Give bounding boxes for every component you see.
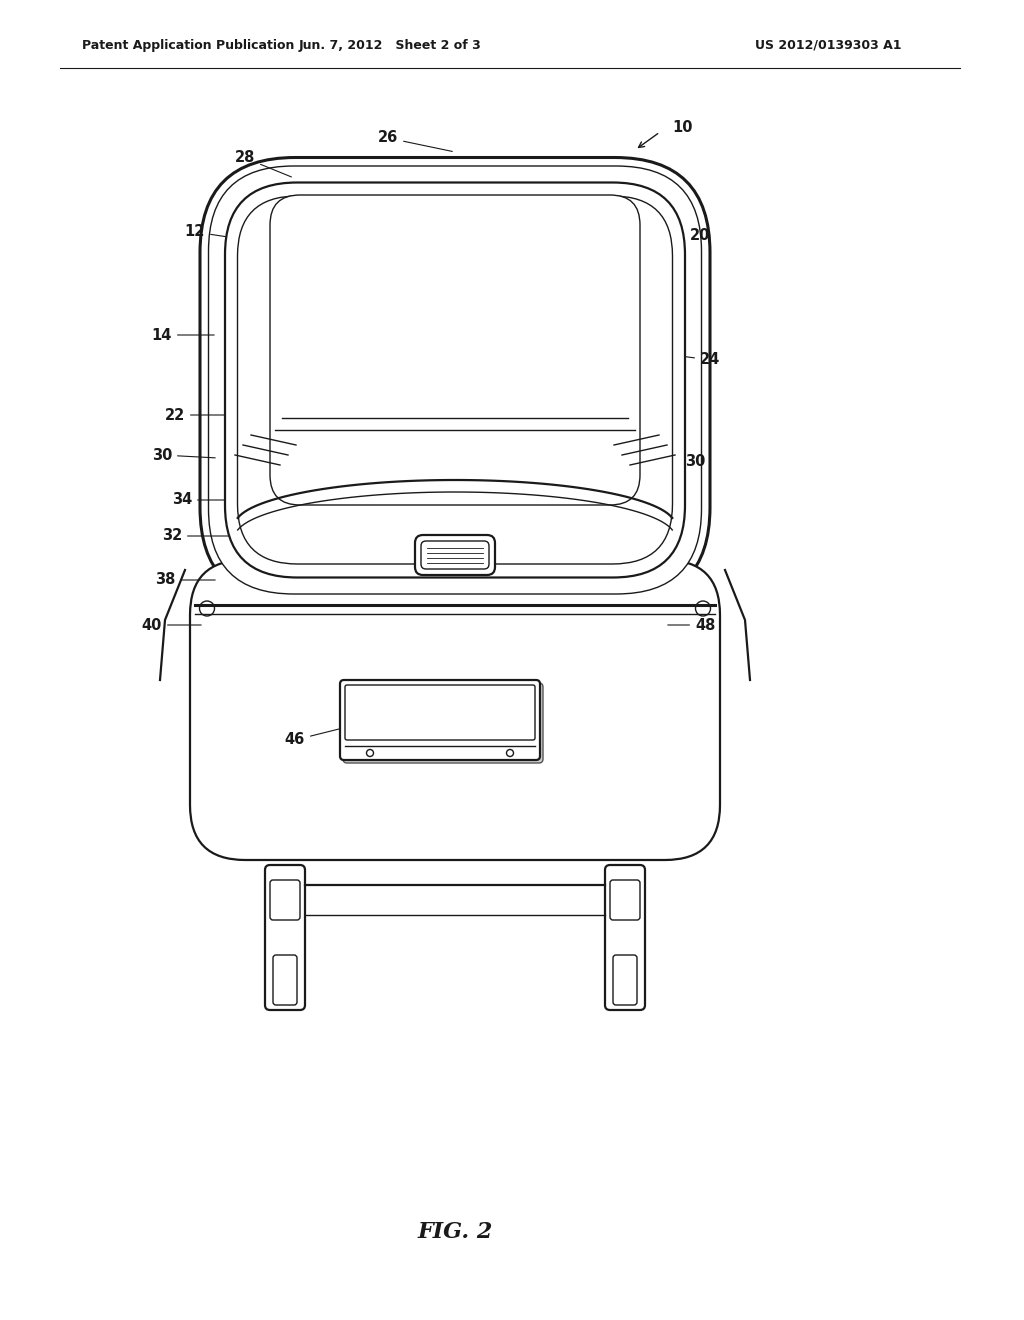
Text: 20: 20 [657,227,711,244]
FancyBboxPatch shape [605,865,645,1010]
FancyBboxPatch shape [190,560,720,861]
Text: 24: 24 [676,352,720,367]
Text: 14: 14 [152,327,214,342]
FancyBboxPatch shape [340,680,540,760]
FancyBboxPatch shape [415,535,495,576]
FancyBboxPatch shape [209,166,701,594]
Text: 22: 22 [165,408,232,422]
Text: US 2012/0139303 A1: US 2012/0139303 A1 [755,38,901,51]
Text: 46: 46 [285,726,352,747]
Text: 30: 30 [648,454,706,470]
FancyBboxPatch shape [273,954,297,1005]
FancyBboxPatch shape [238,195,673,564]
Text: Patent Application Publication: Patent Application Publication [82,38,294,51]
Text: 38: 38 [155,573,215,587]
FancyBboxPatch shape [225,182,685,578]
Text: 34: 34 [172,492,255,507]
FancyBboxPatch shape [343,682,543,763]
FancyBboxPatch shape [613,954,637,1005]
Text: 12: 12 [184,224,246,240]
Text: 10: 10 [672,120,692,136]
Text: 26: 26 [378,131,453,152]
Text: 48: 48 [668,618,716,632]
FancyBboxPatch shape [200,157,710,602]
FancyBboxPatch shape [610,880,640,920]
FancyBboxPatch shape [270,195,640,506]
Text: 32: 32 [162,528,242,544]
FancyBboxPatch shape [270,880,300,920]
Text: 40: 40 [141,618,202,632]
FancyBboxPatch shape [265,865,305,1010]
Text: 30: 30 [152,447,215,462]
FancyBboxPatch shape [421,541,489,569]
FancyBboxPatch shape [345,685,535,741]
Text: FIG. 2: FIG. 2 [418,1221,493,1243]
Text: 28: 28 [234,150,292,177]
Text: Jun. 7, 2012   Sheet 2 of 3: Jun. 7, 2012 Sheet 2 of 3 [299,38,481,51]
